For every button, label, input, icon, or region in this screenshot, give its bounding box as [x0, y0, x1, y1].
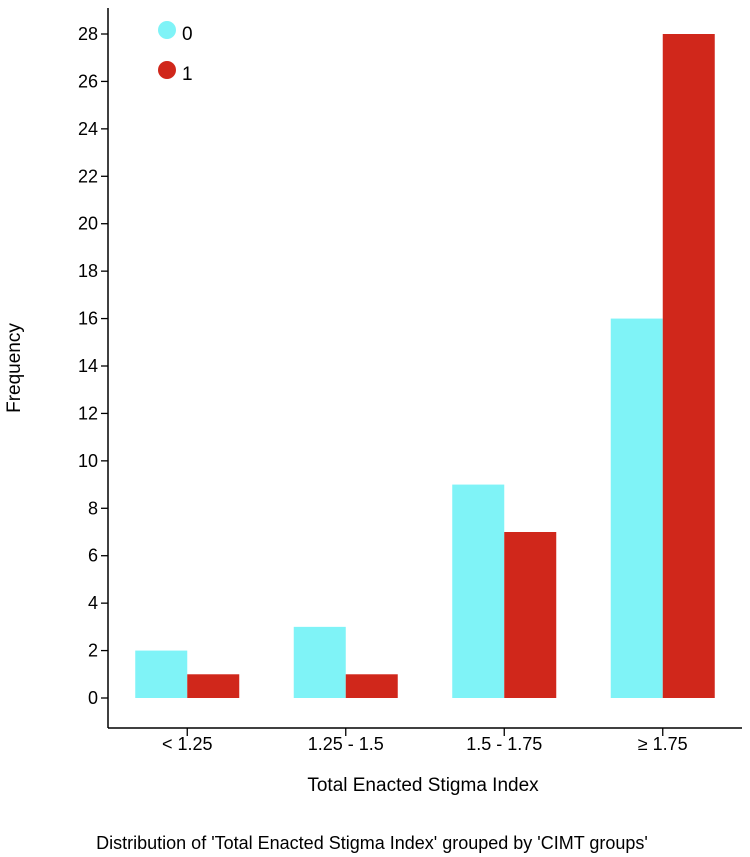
y-tick-label: 4 — [88, 593, 98, 613]
y-tick-label: 14 — [78, 356, 98, 376]
x-tick-label: < 1.25 — [162, 734, 213, 754]
y-tick-label: 2 — [88, 641, 98, 661]
x-tick-label: 1.25 - 1.5 — [308, 734, 384, 754]
axes-layer — [107, 8, 742, 729]
bars-layer — [135, 34, 715, 698]
y-tick-label: 12 — [78, 403, 98, 423]
legend-label-1: 1 — [182, 64, 193, 85]
y-tick-label: 26 — [78, 71, 98, 91]
legend-marker-1 — [158, 61, 176, 79]
x-tick-label: 1.5 - 1.75 — [466, 734, 542, 754]
bar-series-0-4 — [610, 318, 663, 698]
bar-series-1-3 — [504, 532, 557, 698]
legend-marker-0 — [158, 21, 176, 39]
y-tick-label: 0 — [88, 688, 98, 708]
y-tick-label: 28 — [78, 24, 98, 44]
y-tick-label: 24 — [78, 119, 98, 139]
y-tick-label: 6 — [88, 546, 98, 566]
legend: 01 — [158, 21, 193, 85]
bar-series-1-4 — [662, 34, 715, 698]
y-tick-label: 10 — [78, 451, 98, 471]
x-ticks: < 1.25 1.25 - 1.5 1.5 - 1.75 ≥ 1.75 — [162, 728, 688, 754]
x-axis-title: Total Enacted Stigma Index — [307, 775, 539, 796]
bar-series-1-1 — [187, 674, 240, 698]
y-tick-label: 8 — [88, 498, 98, 518]
chart-caption: Distribution of 'Total Enacted Stigma In… — [96, 833, 648, 853]
bar-series-0-1 — [135, 650, 188, 698]
bar-series-1-2 — [345, 674, 398, 698]
y-tick-label: 16 — [78, 309, 98, 329]
bar-series-0-3 — [452, 484, 505, 698]
y-tick-label: 20 — [78, 214, 98, 234]
bar-series-0-2 — [293, 626, 346, 698]
y-tick-label: 22 — [78, 166, 98, 186]
y-axis-title: Frequency — [4, 323, 25, 413]
x-tick-label: ≥ 1.75 — [638, 734, 688, 754]
legend-label-0: 0 — [182, 24, 193, 45]
y-tick-label: 18 — [78, 261, 98, 281]
